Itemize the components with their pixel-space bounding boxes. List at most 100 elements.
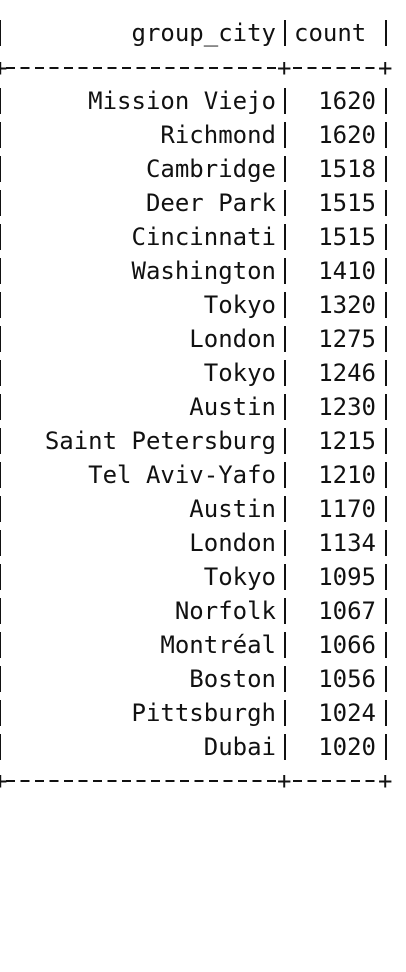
separator-corner: + <box>378 767 393 795</box>
column-border-middle <box>284 292 286 318</box>
column-border-right <box>385 20 387 46</box>
cell-count: 1095 <box>318 563 376 591</box>
cell-count: 1518 <box>318 155 376 183</box>
column-border-left <box>0 394 1 420</box>
table-row: Norfolk 1067 <box>0 594 406 628</box>
cell-group-city: Saint Petersburg <box>44 427 276 455</box>
table-row: Cambridge 1518 <box>0 152 406 186</box>
table-row: Austin 1230 <box>0 390 406 424</box>
table-row: Saint Petersburg 1215 <box>0 424 406 458</box>
cell-group-city: Norfolk <box>174 597 276 625</box>
cell-count: 1067 <box>318 597 376 625</box>
cell-count: 1320 <box>318 291 376 319</box>
table-row: Cincinnati 1515 <box>0 220 406 254</box>
header-group-city: group_city <box>131 19 277 47</box>
column-border-right <box>385 394 387 420</box>
cell-group-city: Dubai <box>203 733 276 761</box>
cell-count: 1020 <box>318 733 376 761</box>
column-border-right <box>385 156 387 182</box>
cell-group-city: Tokyo <box>203 291 276 319</box>
column-border-middle <box>284 258 286 284</box>
cell-count: 1515 <box>318 223 376 251</box>
column-border-left <box>0 700 1 726</box>
column-border-middle <box>284 564 286 590</box>
column-border-left <box>0 462 1 488</box>
column-border-right <box>385 598 387 624</box>
separator-corner: + <box>277 54 292 82</box>
cell-count: 1275 <box>318 325 376 353</box>
separator-dash <box>293 67 378 69</box>
column-border-middle <box>284 190 286 216</box>
table-row: Pittsburgh 1024 <box>0 696 406 730</box>
column-border-right <box>385 462 387 488</box>
cell-count: 1246 <box>318 359 376 387</box>
column-border-right <box>385 326 387 352</box>
table-footer-separator: + + + <box>0 767 406 795</box>
cell-group-city: Tokyo <box>203 563 276 591</box>
separator-corner: + <box>277 767 292 795</box>
column-border-middle <box>284 224 286 250</box>
column-border-middle <box>284 530 286 556</box>
column-border-middle <box>284 428 286 454</box>
separator-dash <box>293 780 378 782</box>
column-border-left <box>0 428 1 454</box>
table-row: London 1275 <box>0 322 406 356</box>
cell-group-city: Austin <box>189 495 276 523</box>
cell-count: 1620 <box>318 87 376 115</box>
cell-count: 1210 <box>318 461 376 489</box>
cell-count: 1134 <box>318 529 376 557</box>
cell-group-city: Deer Park <box>145 189 276 217</box>
column-border-middle <box>284 666 286 692</box>
column-border-left <box>0 88 1 114</box>
column-border-left <box>0 632 1 658</box>
column-border-right <box>385 88 387 114</box>
column-border-right <box>385 224 387 250</box>
table-row: Deer Park 1515 <box>0 186 406 220</box>
column-border-left <box>0 224 1 250</box>
cell-count: 1230 <box>318 393 376 421</box>
column-border-middle <box>284 598 286 624</box>
cell-count: 1170 <box>318 495 376 523</box>
separator-dash <box>6 67 276 69</box>
column-border-left <box>0 360 1 386</box>
column-border-middle <box>284 462 286 488</box>
column-border-right <box>385 700 387 726</box>
column-border-left <box>0 666 1 692</box>
cell-group-city: London <box>189 325 276 353</box>
column-border-middle <box>284 326 286 352</box>
cell-group-city: Mission Viejo <box>88 87 276 115</box>
column-border-left <box>0 156 1 182</box>
table-row: Washington 1410 <box>0 254 406 288</box>
cell-group-city: Washington <box>131 257 277 285</box>
table-row: Tokyo 1095 <box>0 560 406 594</box>
table-row: Tokyo 1320 <box>0 288 406 322</box>
column-border-right <box>385 564 387 590</box>
cell-group-city: Tokyo <box>203 359 276 387</box>
column-border-left <box>0 530 1 556</box>
table-row: Boston 1056 <box>0 662 406 696</box>
cell-group-city: Cambridge <box>145 155 276 183</box>
column-border-right <box>385 122 387 148</box>
cell-count: 1024 <box>318 699 376 727</box>
cell-count: 1056 <box>318 665 376 693</box>
cell-count: 1620 <box>318 121 376 149</box>
cell-group-city: Cincinnati <box>131 223 277 251</box>
table-header-separator: + + + <box>0 54 406 82</box>
column-border-right <box>385 190 387 216</box>
column-border-right <box>385 428 387 454</box>
column-border-middle <box>284 156 286 182</box>
column-border-middle <box>284 88 286 114</box>
cell-group-city: Boston <box>189 665 276 693</box>
column-border-right <box>385 632 387 658</box>
column-border-left <box>0 122 1 148</box>
table-header-row: group_city count <box>0 16 406 50</box>
column-border-right <box>385 530 387 556</box>
column-border-left <box>0 734 1 760</box>
cell-group-city: Montréal <box>160 631 276 659</box>
column-border-left <box>0 326 1 352</box>
cell-group-city: Richmond <box>160 121 276 149</box>
column-border-left <box>0 190 1 216</box>
column-border-middle <box>284 496 286 522</box>
table-row: Tel Aviv-Yafo 1210 <box>0 458 406 492</box>
table-row: Mission Viejo 1620 <box>0 84 406 118</box>
